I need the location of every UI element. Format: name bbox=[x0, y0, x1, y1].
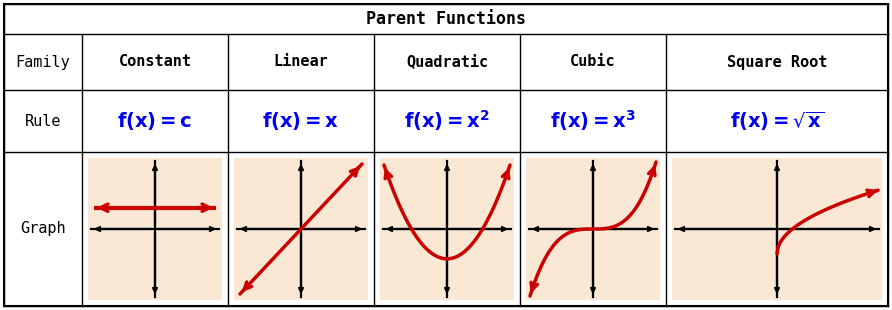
Text: Parent Functions: Parent Functions bbox=[366, 10, 526, 28]
Bar bbox=[234, 158, 368, 300]
Text: Rule: Rule bbox=[25, 113, 62, 129]
Text: Constant: Constant bbox=[119, 55, 192, 69]
Text: $\mathbf{f(x) = c}$: $\mathbf{f(x) = c}$ bbox=[118, 110, 193, 132]
Text: Linear: Linear bbox=[274, 55, 328, 69]
Text: $\mathbf{f(x) = x}$: $\mathbf{f(x) = x}$ bbox=[262, 110, 340, 132]
Bar bbox=[380, 158, 514, 300]
Text: Family: Family bbox=[16, 55, 70, 69]
Text: $\mathbf{f(x) = x^3}$: $\mathbf{f(x) = x^3}$ bbox=[550, 108, 636, 133]
Bar bbox=[526, 158, 660, 300]
Text: $\mathbf{f(x) = \sqrt{x}}$: $\mathbf{f(x) = \sqrt{x}}$ bbox=[730, 109, 824, 133]
Bar bbox=[672, 158, 882, 300]
Bar bbox=[88, 158, 222, 300]
Text: $\mathbf{f(x) = x^2}$: $\mathbf{f(x) = x^2}$ bbox=[404, 108, 490, 133]
Text: Cubic: Cubic bbox=[570, 55, 615, 69]
Text: Square Root: Square Root bbox=[727, 55, 827, 69]
Text: Graph: Graph bbox=[21, 222, 66, 237]
Text: Quadratic: Quadratic bbox=[406, 55, 488, 69]
